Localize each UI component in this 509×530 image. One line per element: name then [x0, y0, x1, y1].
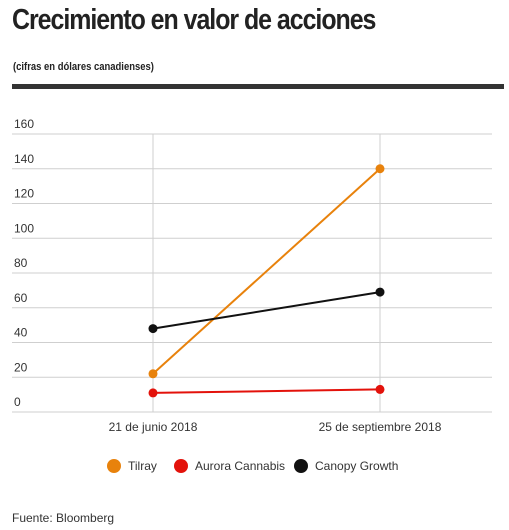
source-note: Fuente: Bloomberg: [12, 511, 115, 525]
series-lines: [152, 168, 381, 394]
series-line-tilray: [152, 168, 381, 375]
x-axis-labels: 21 de junio 2018 25 de septiembre 2018: [109, 420, 442, 434]
y-tick-label: 0: [14, 395, 21, 409]
series-points: [148, 164, 385, 398]
data-point-tilray: [148, 369, 158, 379]
y-tick-label: 100: [14, 221, 34, 235]
data-point-canopy-growth: [375, 287, 385, 297]
title-rule: [12, 84, 504, 89]
legend-marker-tilray: [107, 459, 121, 473]
series-line-canopy-growth: [152, 291, 381, 330]
data-point-aurora-cannabis: [148, 388, 158, 398]
y-axis-labels: 0 20 40 60 80 100 120 140 160: [14, 117, 34, 409]
legend: Tilray Aurora Cannabis Canopy Growth: [107, 459, 398, 473]
x-tick-label: 25 de septiembre 2018: [319, 420, 442, 434]
x-tick-label: 21 de junio 2018: [109, 420, 198, 434]
legend-marker-canopy-growth: [294, 459, 308, 473]
y-tick-label: 60: [14, 291, 28, 305]
series-line-aurora-cannabis: [152, 388, 381, 394]
legend-label-canopy-growth: Canopy Growth: [315, 459, 398, 473]
legend-label-aurora-cannabis: Aurora Cannabis: [195, 459, 285, 473]
data-point-tilray: [375, 164, 385, 174]
y-tick-label: 140: [14, 152, 34, 166]
grid: [12, 133, 492, 413]
data-point-aurora-cannabis: [375, 384, 385, 394]
y-tick-label: 20: [14, 360, 28, 374]
chart-subtitle: (cifras en dólares canadienses): [13, 61, 154, 73]
chart-title: Crecimiento en valor de acciones: [12, 4, 376, 36]
legend-label-tilray: Tilray: [128, 459, 157, 473]
y-tick-label: 80: [14, 256, 28, 270]
legend-marker-aurora-cannabis: [174, 459, 188, 473]
y-tick-label: 40: [14, 326, 28, 340]
y-tick-label: 120: [14, 187, 34, 201]
data-point-canopy-growth: [148, 324, 158, 334]
y-tick-label: 160: [14, 117, 34, 131]
